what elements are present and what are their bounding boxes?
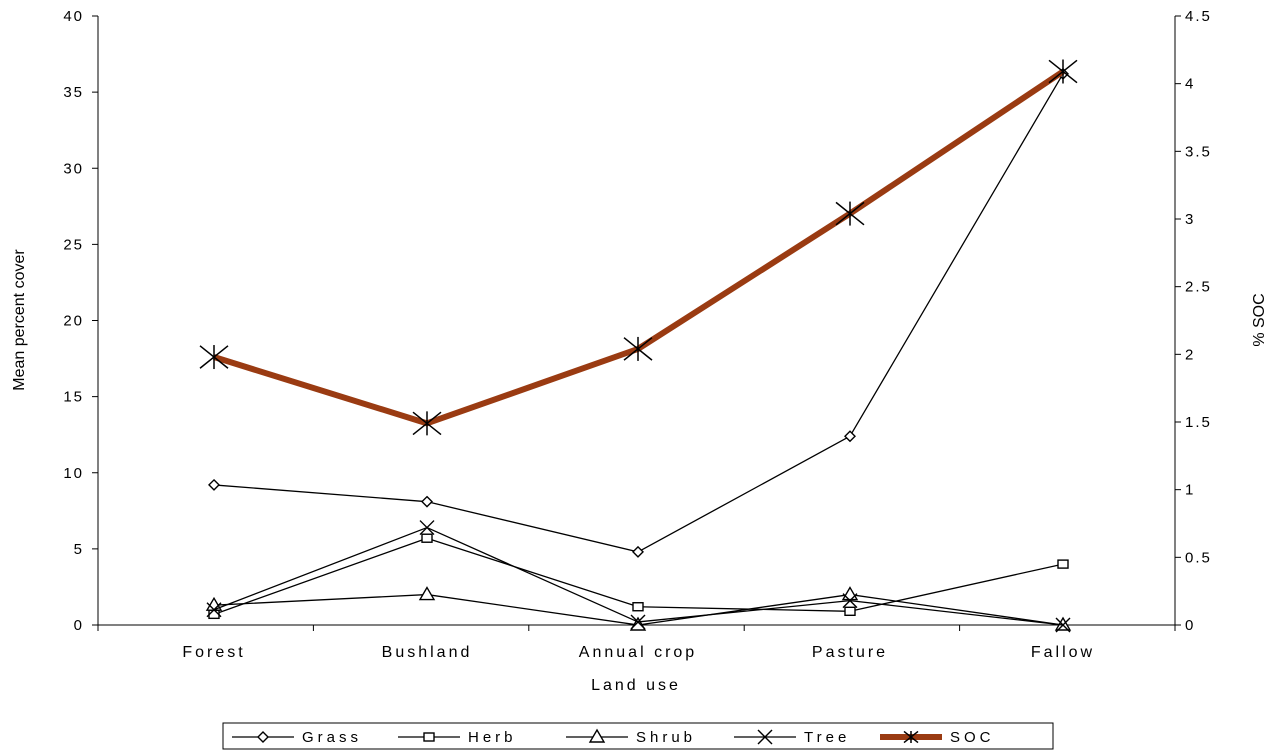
y-axis-title: Mean percent cover: [11, 249, 28, 391]
left-tick-label: 10: [63, 465, 84, 482]
right-tick-label: 4: [1185, 76, 1195, 93]
left-tick-label: 0: [74, 617, 84, 634]
right-tick-label: 2: [1185, 346, 1195, 363]
right-tick-label: 0: [1185, 617, 1195, 634]
series-herb: [208, 533, 1069, 620]
diamond-marker: [632, 545, 644, 558]
legend-swatch-marker: [757, 729, 773, 745]
legend-item-shrub: Shrub: [566, 728, 696, 746]
left-tick-label: 20: [63, 313, 84, 330]
left-tick-label: 15: [63, 389, 84, 406]
diamond-marker: [421, 495, 433, 508]
square-marker: [423, 732, 435, 742]
data-point-soc: [835, 201, 865, 226]
x-marker-stroke: [630, 614, 646, 630]
legend-swatch-marker: [257, 731, 269, 743]
left-tick-label: 5: [74, 541, 84, 558]
data-point-tree: [630, 614, 646, 630]
series-shrub: [205, 586, 1072, 631]
data-point-grass: [632, 545, 644, 558]
data-point-herb: [1057, 559, 1069, 569]
x-marker-stroke: [1055, 617, 1071, 633]
data-point-shrub: [629, 616, 647, 631]
legend-swatch-marker: [423, 732, 435, 742]
diamond-marker: [257, 731, 269, 743]
left-tick-label: 40: [63, 8, 84, 25]
data-point-soc: [623, 336, 653, 361]
data-point-tree: [842, 593, 858, 609]
right-tick-label: 1.5: [1185, 414, 1212, 431]
data-point-grass: [421, 495, 433, 508]
series-line-grass: [213, 73, 1064, 553]
triangle-marker: [588, 728, 606, 743]
legend-swatch-marker: [903, 730, 919, 744]
diamond-marker: [208, 478, 220, 491]
legend-label: Shrub: [636, 729, 696, 746]
legend-item-herb: Herb: [398, 729, 517, 746]
right-tick-label: 2.5: [1185, 279, 1212, 296]
left-tick-label: 30: [63, 160, 84, 177]
square-marker: [421, 533, 433, 543]
data-point-tree: [419, 520, 435, 536]
square-marker: [632, 602, 644, 612]
legend: Grass Herb Shrub Tree SOC: [222, 722, 1054, 750]
x-marker-stroke: [842, 593, 858, 609]
legend-item-grass: Grass: [232, 729, 362, 746]
legend-label: SOC: [950, 729, 995, 746]
triangle-marker: [841, 586, 859, 601]
diamond-marker: [844, 430, 856, 443]
square-marker: [844, 606, 856, 616]
triangle-marker: [629, 616, 647, 631]
data-point-shrub: [418, 586, 436, 601]
right-tick-label: 4.5: [1185, 8, 1212, 25]
square-marker: [1057, 559, 1069, 569]
x-category-label: Bushland: [382, 644, 473, 661]
data-point-herb: [421, 533, 433, 543]
series-line-soc: [213, 68, 1065, 427]
right-tick-label: 3: [1185, 211, 1195, 228]
y2-axis-title: % SOC: [1251, 293, 1268, 346]
series-grass: [208, 67, 1069, 558]
x-axis-title: Land use: [591, 677, 681, 694]
series-tree: [206, 520, 1071, 633]
x-marker-stroke: [206, 602, 222, 618]
x-category-label: Pasture: [812, 644, 888, 661]
x-marker-stroke: [757, 729, 773, 745]
data-point-soc: [199, 345, 229, 370]
x-category-label: Forest: [182, 644, 245, 661]
x-category-label: Annual crop: [579, 644, 697, 661]
data-point-grass: [844, 430, 856, 443]
triangle-marker: [418, 586, 436, 601]
square-marker: [208, 609, 220, 620]
left-tick-label: 25: [63, 236, 84, 253]
right-tick-label: 1: [1185, 482, 1195, 499]
data-point-herb: [208, 609, 220, 620]
data-point-grass: [208, 478, 220, 491]
data-point-shrub: [841, 586, 859, 601]
legend-label: Tree: [804, 729, 850, 746]
data-point-herb: [632, 602, 644, 612]
right-tick-label: 3.5: [1185, 143, 1212, 160]
data-point-tree: [1055, 617, 1071, 633]
x-marker-stroke: [419, 520, 435, 536]
legend-label: Herb: [468, 729, 517, 746]
right-tick-label: 0.5: [1185, 549, 1212, 566]
left-tick-label: 35: [63, 84, 84, 101]
data-point-soc: [412, 411, 442, 436]
legend-swatch-marker: [588, 728, 606, 743]
data-point-tree: [206, 602, 222, 618]
legend-label: Grass: [302, 729, 362, 746]
legend-item-tree: Tree: [734, 729, 850, 746]
data-point-herb: [844, 606, 856, 616]
data-point-soc: [1048, 59, 1078, 84]
series-soc: [199, 59, 1078, 436]
legend-item-soc: SOC: [880, 729, 995, 746]
x-category-label: Fallow: [1031, 644, 1095, 661]
